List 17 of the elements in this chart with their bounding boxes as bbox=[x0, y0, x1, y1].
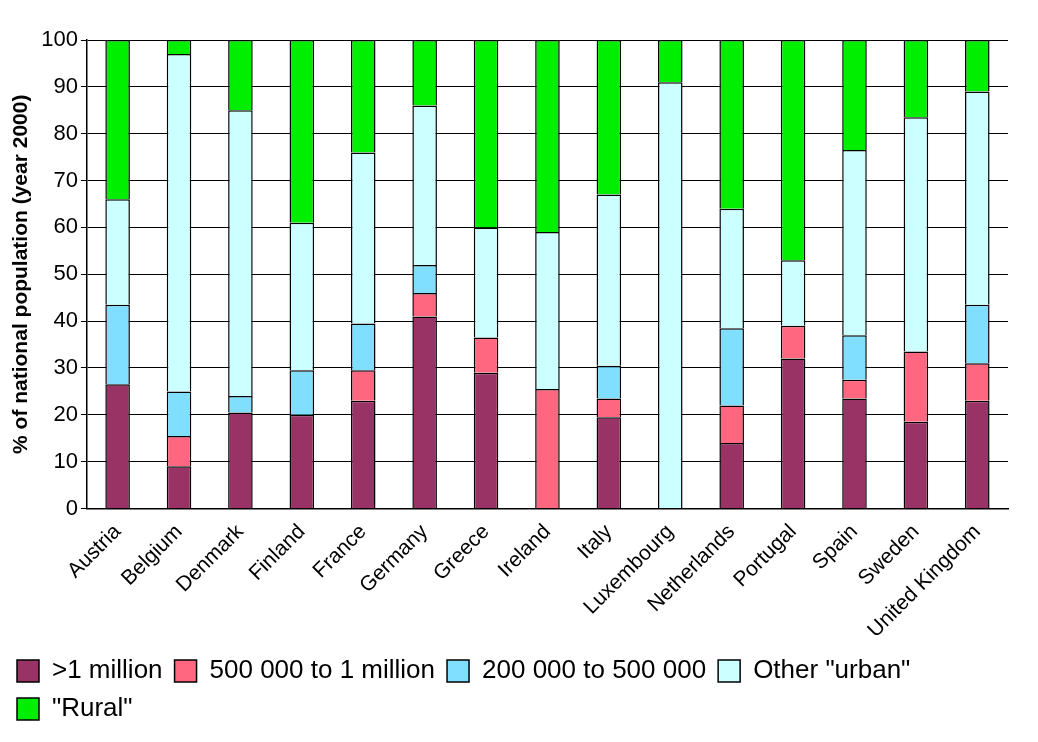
y-tick-label: 100 bbox=[41, 26, 78, 52]
y-tick-label: 40 bbox=[53, 307, 78, 333]
y-tick-label: 20 bbox=[53, 400, 78, 426]
y-tick-label: 90 bbox=[53, 72, 78, 98]
legend-label: 500 000 to 1 million bbox=[209, 654, 436, 685]
y-tick-label: 70 bbox=[53, 166, 78, 192]
y-tick-label: 10 bbox=[53, 447, 78, 473]
y-tick-label: 30 bbox=[53, 354, 78, 380]
y-tick-label: 0 bbox=[65, 494, 78, 520]
y-tick-label: 80 bbox=[53, 119, 78, 145]
legend-label: Other "urban" bbox=[753, 654, 911, 685]
legend-label: >1 million bbox=[52, 654, 163, 685]
y-tick-label: 50 bbox=[53, 260, 78, 286]
y-axis-title: % of national population (year 2000) bbox=[8, 94, 32, 454]
legend-label: 200 000 to 500 000 bbox=[482, 654, 707, 685]
legend-label: "Rural" bbox=[52, 692, 133, 723]
y-tick-label: 60 bbox=[53, 213, 78, 239]
